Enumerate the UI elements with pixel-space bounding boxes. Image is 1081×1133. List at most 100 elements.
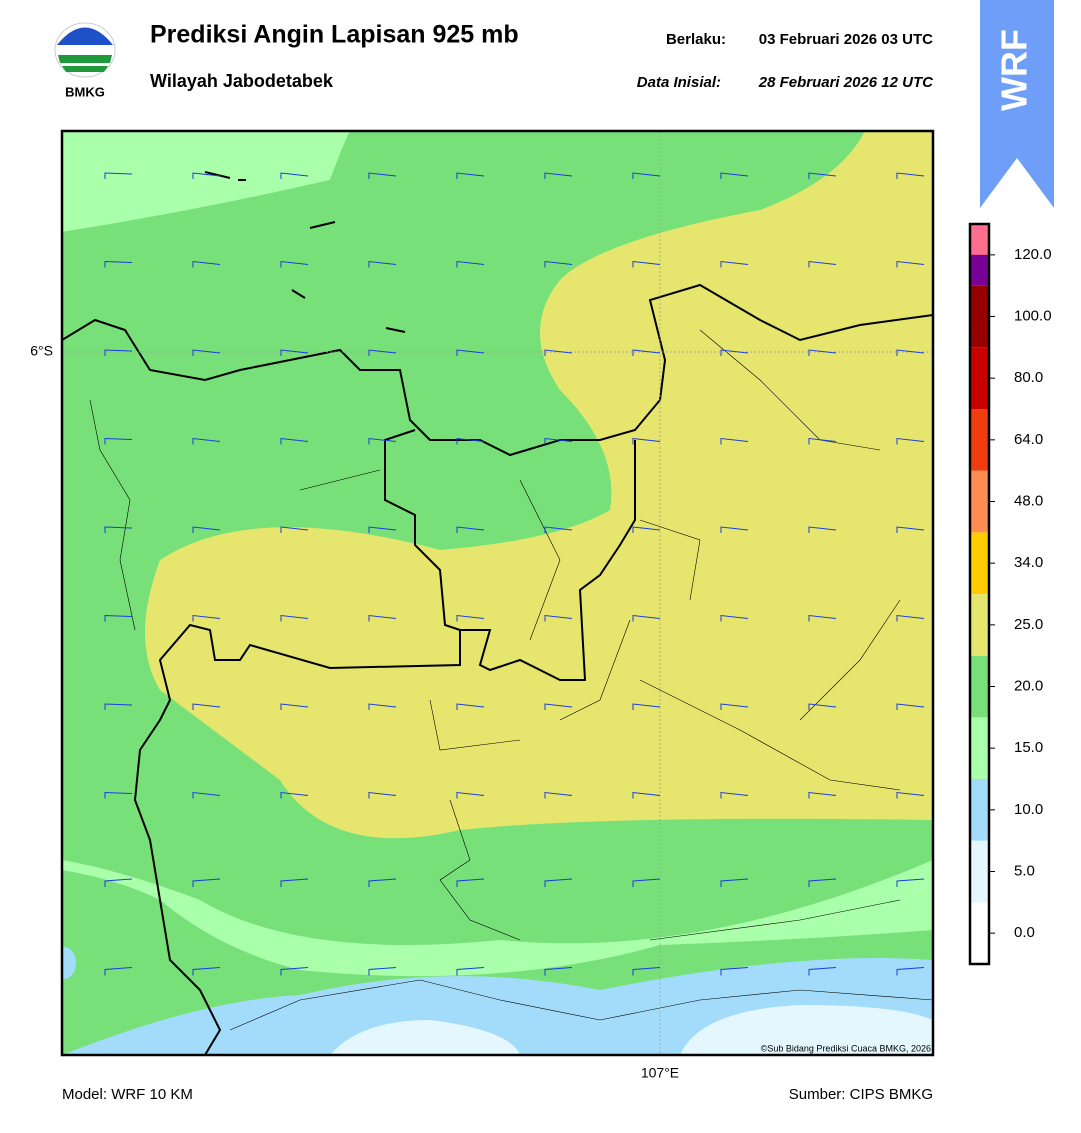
map-frame — [60, 129, 935, 1057]
badge-text: WRF — [994, 29, 1035, 111]
colorbar-segment — [970, 470, 989, 533]
wind-barb — [632, 526, 661, 533]
wind-barb — [280, 260, 309, 268]
init-time: 28 Februari 2026 12 UTC — [758, 74, 934, 91]
wind-barb — [280, 703, 309, 710]
wind-barb — [368, 172, 397, 179]
colorbar-tick-label: 0.0 — [1014, 924, 1035, 941]
wind-barb — [896, 791, 925, 799]
wind-barb — [456, 526, 485, 533]
wind-barb — [456, 260, 485, 268]
wind-barb — [368, 967, 397, 976]
wind-barb — [632, 967, 661, 976]
lon-label: 107°E — [641, 1065, 679, 1081]
wind-barb — [280, 437, 309, 445]
wind-barb — [720, 614, 749, 622]
wind-barb — [896, 437, 925, 445]
colorbar-tick-label: 20.0 — [1014, 677, 1043, 694]
wind-barb — [808, 703, 837, 710]
wind-barb — [632, 703, 661, 710]
wind-barb — [632, 349, 661, 356]
wind-barb — [456, 614, 485, 622]
wind-barb — [896, 260, 925, 268]
wind-barb — [544, 614, 573, 622]
colorbar-tick-label: 48.0 — [1014, 492, 1043, 509]
wind-barb — [896, 878, 925, 887]
colorbar-segment — [970, 347, 989, 409]
wind-barb — [104, 437, 133, 445]
logo-text: BMKG — [65, 84, 105, 99]
colorbar-tick-label: 25.0 — [1014, 616, 1043, 633]
wind-barb — [544, 703, 573, 710]
wind-barb — [808, 526, 837, 533]
wind-barb — [368, 437, 397, 445]
colorbar-tick-label: 120.0 — [1014, 246, 1052, 263]
badge — [980, 0, 1054, 208]
wind-barb — [808, 349, 837, 356]
wind-barb — [544, 260, 573, 268]
wind-barb — [368, 878, 397, 887]
wind-barb — [456, 703, 485, 710]
wind-barb — [280, 614, 309, 622]
wind-barb — [104, 526, 133, 533]
footer-model: Model: WRF 10 KM — [62, 1086, 193, 1103]
colorbar-tick-label: 100.0 — [1014, 307, 1052, 324]
title: Prediksi Angin Lapisan 925 mb — [150, 21, 519, 49]
wind-barb — [808, 967, 837, 976]
wind-barb — [456, 967, 485, 976]
wind-barb — [632, 260, 661, 268]
wind-barb — [896, 703, 925, 710]
wind-barb — [104, 878, 133, 887]
wind-barb — [720, 967, 749, 976]
colorbar-segment — [970, 224, 989, 255]
wind-barb — [192, 878, 221, 887]
colorbar-segment — [970, 532, 989, 594]
wind-barb — [456, 437, 485, 445]
wind-barb — [368, 703, 397, 710]
wind-barb — [456, 791, 485, 799]
wind-barb — [280, 791, 309, 799]
wind-barb — [720, 791, 749, 799]
colorbar-segment — [970, 409, 989, 471]
wind-barb — [456, 349, 485, 356]
wind-barb — [104, 791, 133, 799]
colorbar-segment — [970, 717, 989, 779]
wind-barb — [192, 437, 221, 445]
wind-barb — [280, 172, 309, 179]
wind-barb — [720, 349, 749, 356]
wind-barb — [544, 437, 573, 445]
wind-barb — [720, 526, 749, 533]
colorbar-tick-label: 34.0 — [1014, 554, 1043, 571]
wind-barb — [192, 526, 221, 533]
valid-label: Berlaku: — [666, 31, 726, 48]
wind-barb — [720, 437, 749, 445]
wind-barb — [104, 703, 133, 710]
wind-barb — [368, 614, 397, 622]
wind-barb — [808, 260, 837, 268]
wind-barb — [632, 172, 661, 179]
logo: BMKG — [54, 22, 116, 99]
wind-barb — [192, 967, 221, 976]
wind-barb — [808, 437, 837, 445]
valid-time: 03 Februari 2026 03 UTC — [759, 31, 933, 48]
subtitle: Wilayah Jabodetabek — [150, 71, 334, 91]
wind-barb — [192, 791, 221, 799]
wind-barb — [104, 614, 133, 622]
colorbar-tick-label: 10.0 — [1014, 801, 1043, 818]
wind-barb — [632, 437, 661, 445]
colorbar-tick-label: 64.0 — [1014, 431, 1043, 448]
credit: ©Sub Bidang Prediksi Cuaca BMKG, 2026 — [761, 1043, 931, 1053]
wind-barb — [720, 260, 749, 268]
wind-barb — [104, 349, 133, 356]
wind-barb — [104, 260, 133, 268]
wind-barb — [808, 614, 837, 622]
wind-barb — [280, 878, 309, 887]
init-label: Data Inisial: — [637, 74, 721, 91]
wind-barb — [192, 260, 221, 268]
wind-barb — [632, 791, 661, 799]
wind-barb — [544, 526, 573, 533]
wind-barb — [808, 791, 837, 799]
colorbar: 0.0 5.0 10.0 15.0 20.0 25.0 34.0 48.0 64.0 80.0 10… — [968, 222, 1052, 966]
